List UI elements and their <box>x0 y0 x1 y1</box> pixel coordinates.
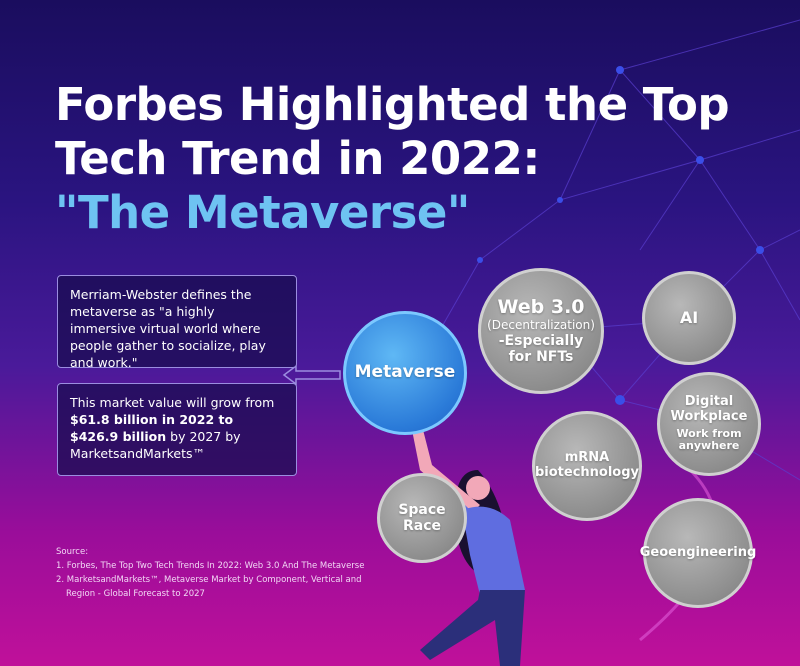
bubble-sub: anywhere <box>678 439 740 453</box>
bubble-label: Digital <box>684 393 734 409</box>
bubble-sub: -Especially <box>498 332 584 349</box>
bubble-geoengineering: Geoengineering <box>640 498 756 608</box>
market-outro: by 2027 by MarketsandMarkets™ <box>70 429 241 461</box>
bubble-sub: for NFTs <box>508 348 574 365</box>
definition-text: Merriam-Webster defines the metaverse as… <box>70 287 266 370</box>
bubble-space-race: Space Race <box>377 473 467 563</box>
page-title: Forbes Highlighted the Top Tech Trend in… <box>55 78 730 240</box>
bubble-label: Web 3.0 <box>497 296 585 319</box>
bubble-digital-workplace: Digital Workplace Work from anywhere <box>657 372 761 476</box>
source-1: 1. Forbes, The Top Two Tech Trends In 20… <box>56 561 365 571</box>
market-box: This market value will grow from $61.8 b… <box>57 383 297 476</box>
bubble-label: AI <box>679 307 699 327</box>
bubble-label: biotechnology <box>534 465 640 480</box>
title-line-2: Tech Trend in 2022: <box>55 132 540 185</box>
pointer-arrow-icon <box>282 364 341 386</box>
bubble-label: mRNA <box>564 450 610 466</box>
source-2-cont: Region - Global Forecast to 2027 <box>66 589 205 599</box>
sources-heading: Source: <box>56 547 89 557</box>
bubble-label: Space <box>398 501 446 518</box>
bubble-web3: Web 3.0 (Decentralization) -Especially f… <box>478 268 604 394</box>
bubble-sub: (Decentralization) <box>487 317 595 332</box>
bubble-label: Race <box>402 518 442 534</box>
definition-box: Merriam-Webster defines the metaverse as… <box>57 275 297 370</box>
bubble-label: Metaverse <box>354 362 456 383</box>
bubble-label: Geoengineering <box>639 544 757 560</box>
bubble-ai: AI <box>642 271 736 365</box>
bubble-metaverse: Metaverse <box>343 311 467 435</box>
source-2: 2. MarketsandMarkets™, Metaverse Market … <box>56 575 362 585</box>
bubble-label: Workplace <box>670 408 748 424</box>
title-line-3: "The Metaverse" <box>55 186 470 239</box>
market-value: $61.8 billion in 2022 to $426.9 billion <box>70 412 234 444</box>
bubble-mrna: mRNA biotechnology <box>532 411 642 521</box>
title-line-1: Forbes Highlighted the Top <box>55 78 730 131</box>
bubble-sub: Work from <box>676 426 742 440</box>
sources: Source: 1. Forbes, The Top Two Tech Tren… <box>56 545 364 601</box>
market-intro: This market value will grow from <box>70 395 275 410</box>
